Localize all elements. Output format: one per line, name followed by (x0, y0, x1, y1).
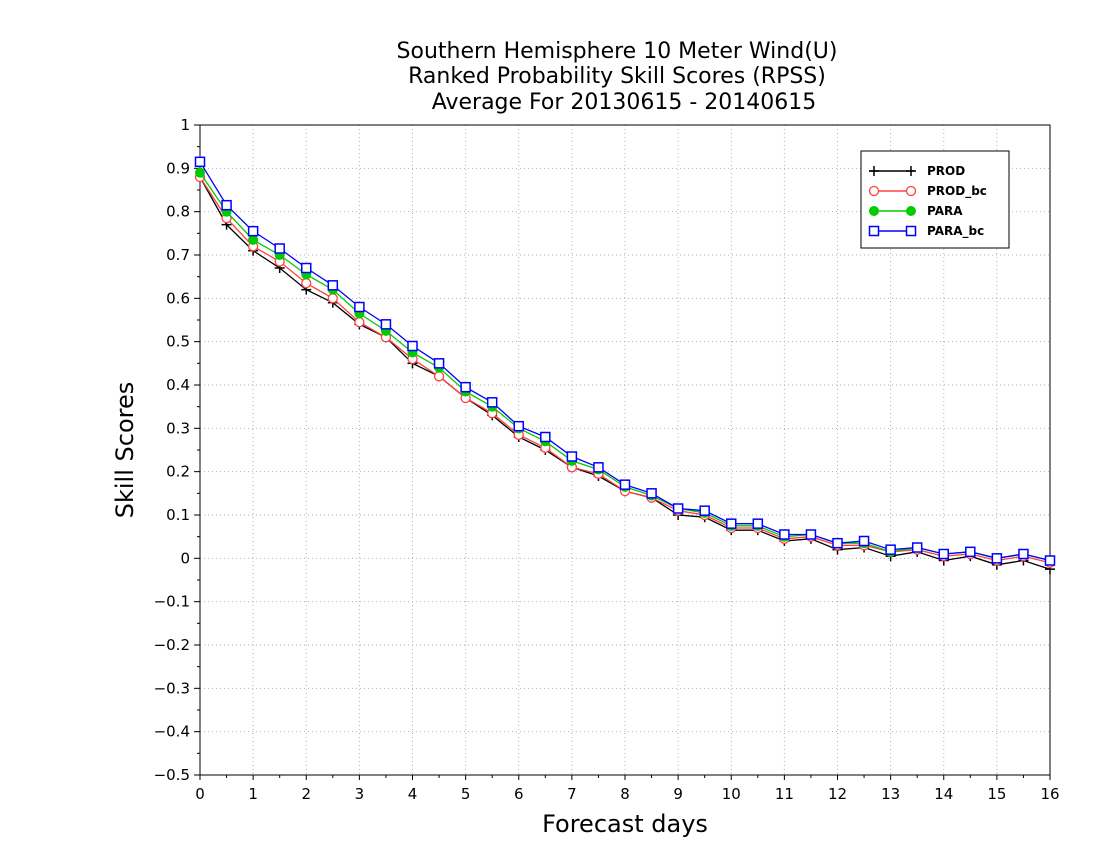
x-tick-label: 14 (934, 785, 953, 803)
data-point-para-bc (433, 358, 445, 369)
chart-title-line-2: Ranked Probability Skill Scores (RPSS) (408, 64, 826, 89)
x-tick-label: 15 (987, 785, 1006, 803)
data-point-para-bc (805, 529, 817, 540)
data-point-prod-bc (354, 317, 365, 328)
y-tick-label: −0.4 (154, 723, 190, 741)
data-point-para-bc (460, 381, 471, 393)
x-tick-label: 6 (514, 785, 524, 803)
y-tick-label: 0.1 (166, 506, 190, 524)
y-tick-label: 0.2 (166, 463, 190, 481)
data-point-para-bc (247, 225, 259, 237)
legend-entry-para: PARA (869, 204, 963, 218)
x-tick-label: 0 (195, 785, 205, 803)
legend-marker-left-para (869, 206, 879, 216)
data-point-para-bc (646, 488, 657, 499)
y-axis-label: Skill Scores (111, 382, 139, 519)
data-point-prod-bc (301, 278, 312, 289)
y-tick-label: 0.3 (166, 419, 190, 437)
data-point-para-bc (486, 397, 498, 408)
legend-marker-left-prod (869, 166, 879, 176)
data-point-para-bc (779, 529, 790, 540)
data-point-para-bc (885, 544, 896, 555)
data-point-para-bc (965, 546, 976, 558)
x-tick-label: 13 (881, 785, 900, 803)
x-tick-label: 12 (828, 785, 847, 803)
data-point-para-bc (327, 280, 339, 291)
y-tick-label: −0.1 (154, 593, 190, 611)
x-tick-label: 4 (408, 785, 418, 803)
legend-box (860, 150, 1010, 249)
y-tick-label: −0.5 (154, 766, 190, 784)
data-point-para-bc (726, 518, 737, 529)
legend-entry-para-bc: PARA_bc (868, 224, 984, 239)
data-point-para-bc (938, 548, 949, 560)
series-group (194, 156, 1056, 575)
y-tick-label: −0.2 (154, 636, 190, 654)
y-tick-label: 0.7 (166, 246, 190, 264)
data-point-para-bc (1044, 555, 1056, 566)
y-tick-label: 0.4 (166, 376, 190, 394)
y-tick-label: 0.5 (166, 333, 190, 351)
x-tick-label: 9 (673, 785, 683, 803)
data-point-para-bc (619, 479, 631, 490)
data-point-para-bc (301, 262, 312, 274)
data-point-para-bc (194, 156, 206, 168)
legend: PROD PROD_bc PARA PARA_bc (860, 150, 1010, 249)
data-point-para (195, 167, 205, 178)
legend-entry-prod: PROD (869, 164, 965, 178)
data-point-para-bc (911, 542, 923, 553)
legend-label-para-bc: PARA_bc (927, 224, 984, 239)
legend-marker-left-prod-bc (868, 185, 880, 197)
x-tick-label: 8 (620, 785, 630, 803)
series-para-bc (194, 156, 1056, 566)
data-point-para-bc (699, 505, 710, 516)
y-tick-label: 1 (180, 116, 190, 134)
legend-marker-right-prod-bc (905, 185, 917, 197)
y-tick-label: 0.6 (166, 289, 190, 307)
x-tick-label: 3 (355, 785, 365, 803)
x-tick-label: 1 (248, 785, 258, 803)
x-tick-label: 16 (1040, 785, 1059, 803)
y-tick-label: 0.9 (166, 159, 190, 177)
legend-entry-prod-bc: PROD_bc (868, 184, 987, 199)
legend-marker-right-prod (906, 166, 916, 176)
legend-marker-left-para-bc (868, 225, 880, 237)
data-point-para-bc (221, 199, 232, 211)
data-point-prod-bc (327, 293, 338, 304)
y-tick-label: −0.3 (154, 679, 190, 697)
legend-marker-right-para-bc (905, 225, 917, 237)
data-point-para-bc (274, 243, 285, 254)
data-point-para-bc (1018, 548, 1029, 560)
data-point-prod-bc (433, 371, 445, 382)
data-point-para-bc (407, 340, 418, 352)
data-point-para-bc (593, 462, 604, 473)
legend-label-prod-bc: PROD_bc (927, 184, 987, 199)
legend-marker-right-para (906, 206, 916, 216)
x-tick-label: 11 (775, 785, 794, 803)
chart-title-line-1: Southern Hemisphere 10 Meter Wind(U) (397, 39, 838, 64)
x-tick-label: 7 (567, 785, 577, 803)
data-point-para-bc (858, 535, 870, 547)
x-tick-label: 10 (722, 785, 741, 803)
y-tick-label: 0.8 (166, 203, 190, 221)
axis-ticks: 0 1 2 3 4 5 6 7 8 9 10 11 12 13 14 15 1610.90.80.70.60.5… (154, 116, 1060, 803)
data-point-para-bc (991, 553, 1003, 564)
data-point-para-bc (380, 319, 392, 330)
chart-title-line-3: Average For 20130615 - 20140615 (432, 90, 817, 115)
data-point-para-bc (672, 503, 684, 514)
data-point-para-bc (354, 301, 365, 313)
data-point-para-bc (752, 518, 764, 529)
y-tick-label: 0 (180, 549, 190, 567)
data-point-para-bc (832, 537, 843, 549)
legend-label-prod: PROD (927, 164, 965, 178)
data-point-para (248, 234, 259, 245)
x-tick-label: 2 (301, 785, 311, 803)
data-point-para-bc (513, 420, 524, 432)
data-point-para-bc (540, 431, 551, 443)
x-axis-label: Forecast days (542, 810, 708, 838)
data-point-para-bc (566, 451, 578, 462)
x-tick-label: 5 (461, 785, 471, 803)
legend-label-para: PARA (927, 204, 963, 218)
